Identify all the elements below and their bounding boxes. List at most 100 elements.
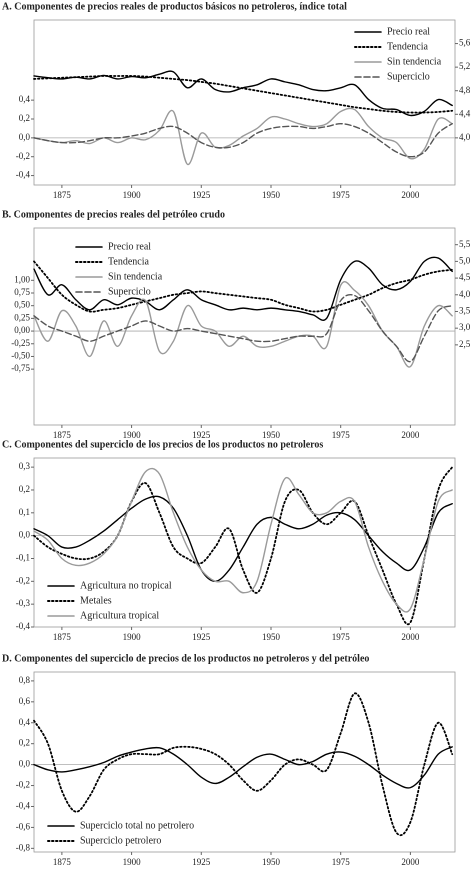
x-tick-label: 1925 (192, 190, 211, 200)
y-tick-label: 1,00 (14, 274, 30, 284)
x-tick-label: 1975 (332, 190, 351, 200)
y-tick-label: -0,3 (16, 598, 31, 608)
legend-label: Precio real (108, 241, 151, 252)
y-tick-label: -0,1 (16, 553, 30, 563)
series-line (33, 495, 453, 583)
y2-tick-label: 3,5 (459, 306, 471, 316)
series-line (33, 75, 454, 114)
x-tick-label: 1950 (262, 857, 281, 867)
series-line (33, 746, 453, 789)
y2-tick-label: 5,6 (459, 38, 471, 48)
x-tick-label: 2000 (401, 632, 420, 642)
legend-label: Tendencia (108, 256, 150, 267)
y-tick-label: -0,4 (16, 801, 31, 811)
x-tick-label: 2000 (401, 430, 420, 440)
y-tick-label: 0,4 (19, 717, 31, 727)
y-tick-label: 0,0 (19, 530, 31, 540)
x-tick-label: 1950 (262, 632, 281, 642)
series-line (33, 107, 453, 165)
y-tick-label: 0,75 (14, 287, 30, 297)
y2-tick-label: 5,5 (459, 239, 471, 249)
series-line (33, 256, 453, 321)
y-tick-label: 0,2 (19, 738, 30, 748)
y2-tick-label: 2,5 (459, 339, 471, 349)
y2-tick-label: 4,0 (459, 132, 471, 142)
legend-label: Superciclo petrolero (80, 835, 161, 846)
legend-label: Tendencia (387, 41, 429, 52)
y-tick-label: -0,8 (16, 842, 31, 852)
x-tick-label: 1975 (332, 857, 351, 867)
x-tick-label: 1900 (123, 857, 142, 867)
x-tick-label: 1900 (123, 632, 142, 642)
y-tick-label: -0,75 (11, 363, 30, 373)
y-tick-label: -0,2 (16, 575, 30, 585)
plot-frame (33, 19, 456, 186)
chart-title: B. Componentes de precios reales del pet… (2, 209, 225, 220)
y2-tick-label: 3,0 (459, 322, 471, 332)
legend-label: Sin tendencia (387, 56, 442, 67)
y-tick-label: 0,4 (19, 94, 31, 104)
x-tick-label: 1875 (53, 430, 72, 440)
y-tick-label: 0,25 (14, 312, 30, 322)
y-tick-label: -0,4 (16, 621, 31, 631)
series-line (33, 281, 453, 368)
x-tick-label: 1925 (192, 632, 211, 642)
y2-tick-label: 4,8 (459, 85, 471, 95)
x-tick-label: 2000 (401, 190, 420, 200)
y-tick-label: 0,2 (19, 484, 30, 494)
plot-frame (33, 227, 456, 426)
legend-label: Metales (80, 595, 112, 606)
x-tick-label: 1925 (192, 857, 211, 867)
x-tick-label: 1875 (53, 632, 72, 642)
series-line (33, 123, 453, 158)
y-tick-label: 0,2 (19, 113, 30, 123)
y-tick-label: -0,6 (16, 821, 31, 831)
x-tick-label: 2000 (401, 857, 420, 867)
series-line (33, 260, 454, 313)
legend-label: Superciclo total no petrolero (80, 820, 194, 831)
y-tick-label: -0,25 (11, 338, 30, 348)
y-tick-label: 0,50 (14, 300, 30, 310)
y2-tick-label: 5,2 (459, 61, 470, 71)
plot-frame (33, 457, 456, 628)
x-tick-label: 1950 (262, 190, 281, 200)
y2-tick-label: 4,5 (459, 272, 471, 282)
legend-label: Precio real (387, 26, 430, 37)
x-tick-label: 1900 (123, 190, 142, 200)
y-tick-label: -0,4 (16, 170, 31, 180)
y2-tick-label: 5,0 (459, 255, 471, 265)
y2-tick-label: 4,4 (459, 108, 471, 118)
y-tick-label: 0,00 (14, 325, 30, 335)
chart-title: A. Componentes de precios reales de prod… (2, 1, 347, 12)
y-tick-label: 0,6 (19, 696, 31, 706)
y-tick-label: -0,2 (16, 780, 30, 790)
y-tick-label: 0,8 (19, 675, 31, 685)
chart-title: D. Componentes del superciclo de precios… (2, 653, 369, 664)
y2-tick-label: 4,0 (459, 289, 471, 299)
series-line (33, 692, 454, 837)
x-tick-label: 1975 (332, 632, 351, 642)
legend-label: Agricultura no tropical (80, 580, 172, 591)
legend-label: Superciclo (108, 286, 151, 297)
y-tick-label: 0,3 (19, 461, 31, 471)
x-tick-label: 1925 (192, 430, 211, 440)
legend-label: Sin tendencia (108, 271, 163, 282)
series-line (33, 467, 453, 613)
x-tick-label: 1900 (123, 430, 142, 440)
y-tick-label: 0,1 (19, 507, 30, 517)
chart-title: C. Componentes del superciclo de los pre… (2, 439, 323, 450)
legend-label: Agricultura tropical (80, 610, 159, 621)
y-tick-label: 0,0 (19, 132, 31, 142)
y-tick-label: 0,0 (19, 759, 31, 769)
plot-frame (33, 671, 456, 853)
x-tick-label: 1975 (332, 430, 351, 440)
series-line (33, 466, 454, 626)
legend-label: Superciclo (387, 71, 430, 82)
x-tick-label: 1875 (53, 857, 72, 867)
x-tick-label: 1950 (262, 430, 281, 440)
x-tick-label: 1875 (53, 190, 72, 200)
y-tick-label: -0,50 (11, 351, 30, 361)
y-tick-label: -0,2 (16, 151, 30, 161)
series-line (33, 294, 453, 363)
